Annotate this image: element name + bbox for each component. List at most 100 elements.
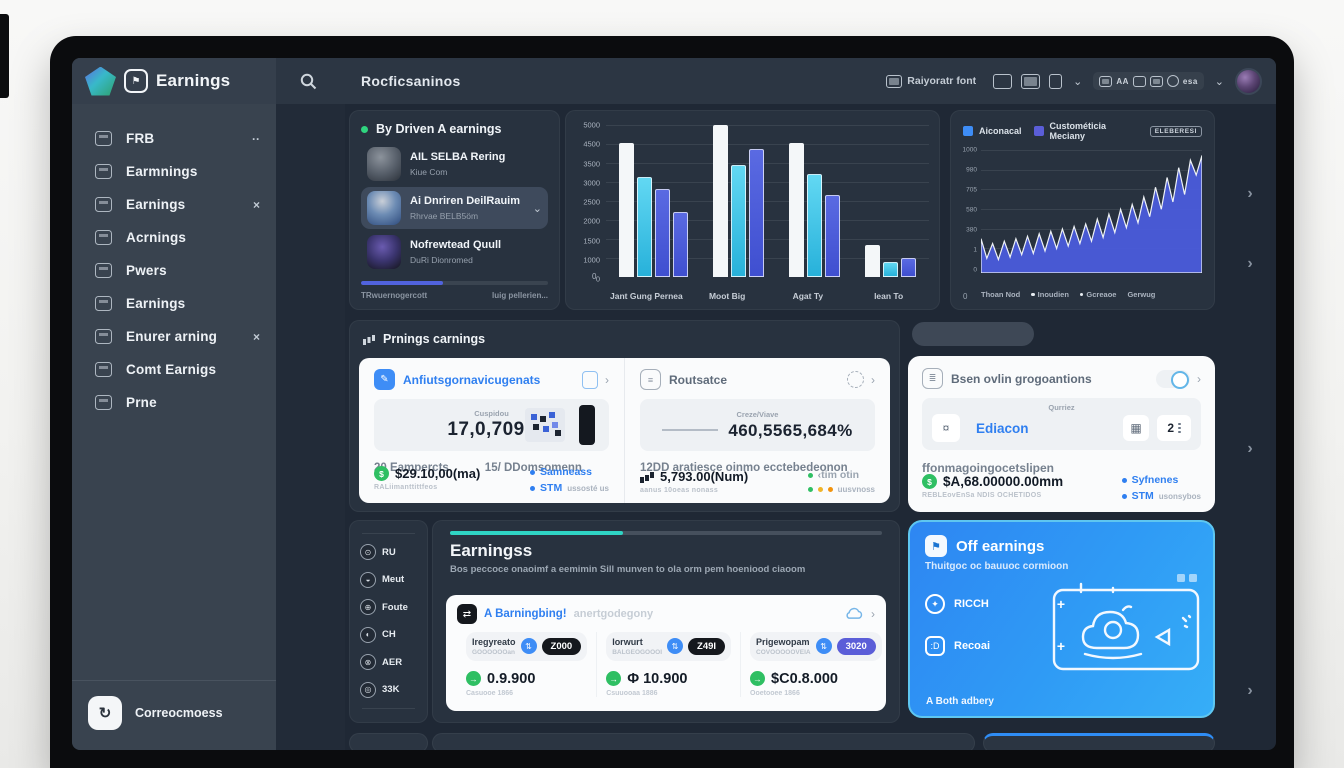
search-icon — [300, 73, 317, 89]
value-box-label: Qurriez — [1048, 403, 1075, 412]
proposals-value-box: Qurriez ¤ Ediacon ▦ 2 — [922, 398, 1201, 450]
x-tick-label: Moot Big — [708, 291, 746, 301]
sidebar-item-acrnings[interactable]: Acrnings — [95, 227, 260, 248]
chevron-right-icon[interactable]: › — [605, 372, 609, 387]
legend-item: Inoudien — [1031, 290, 1069, 299]
bullet-a: Samneass — [540, 466, 592, 478]
loader-icon[interactable] — [847, 371, 864, 388]
summary-left-title: Anfiutsgornavicugenats — [403, 372, 541, 387]
money-value: $29.10,00(ma) — [395, 466, 481, 481]
mini-nav-item-meut[interactable]: ◒ Meut — [360, 571, 417, 588]
status-dot-icon — [361, 125, 368, 133]
mini-nav-list: ⊙ RU ◒ Meut ⊕ Foute ◐ CH ⊗ AER ◎ 33K — [360, 544, 417, 698]
chart-range-button[interactable]: ELEBERESI — [1149, 125, 1202, 137]
mini-nav-item-aer[interactable]: ⊗ AER — [360, 654, 417, 670]
toggle-switch[interactable] — [1156, 369, 1190, 389]
cloud-icon[interactable] — [844, 607, 864, 621]
add-button[interactable]: + — [1056, 638, 1065, 654]
bar-group — [865, 125, 917, 277]
carousel-next-button[interactable]: › — [1247, 440, 1253, 457]
sidebar-item-comt-earnigs[interactable]: Comt Earnigs — [95, 359, 260, 380]
footer-right-link[interactable]: luig pellerien... — [491, 290, 548, 300]
mini-nav-panel: ⊙ RU ◒ Meut ⊕ Foute ◐ CH ⊗ AER ◎ 33K — [349, 520, 428, 723]
carousel-next-button[interactable]: › — [1247, 185, 1253, 202]
folder-icon: :D — [925, 636, 945, 656]
mini-nav-item-33k[interactable]: ◎ 33K — [360, 681, 417, 698]
font-setting-button[interactable]: Raiyoratr font — [886, 74, 976, 88]
sidebar-item-earnings[interactable]: Earnings × — [95, 194, 260, 215]
tab-placeholder[interactable] — [912, 322, 1034, 346]
copy-icon[interactable] — [582, 370, 598, 389]
chevron-right-icon[interactable]: › — [1197, 371, 1201, 386]
amount-pill[interactable]: 3020 — [836, 637, 876, 655]
bullet-icon — [807, 487, 813, 492]
row-b-label: Recoai — [954, 640, 991, 652]
mini-nav-item-ch[interactable]: ◐ CH — [360, 626, 417, 643]
sidebar-item-frb[interactable]: FRB ·· — [95, 128, 260, 149]
mini-nav-item-foute[interactable]: ⊕ Foute — [360, 599, 417, 615]
contact-row[interactable]: Ai Dnriren DeilRauim Rhrvae BELB5öm ⌄ — [361, 187, 548, 229]
mini-nav-label: RU — [382, 546, 396, 558]
chevron-right-icon[interactable]: › — [871, 372, 875, 387]
area-chart-header: Aiconacal Custométicia Meciany ELEBERESI — [951, 111, 1214, 141]
sidebar-item-prne[interactable]: Prne — [95, 392, 260, 413]
bank-icon[interactable]: ▦ — [1123, 415, 1149, 441]
detail-column: Prigewopam COVOOOOOVEIA ⇅ 3020 → $C0.8.000 Ooe… — [740, 632, 891, 697]
driven-earnings-panel: By Driven A earnings AIL SELBA Rering Kiu… — [349, 110, 560, 310]
carousel-next-button[interactable]: › — [1247, 255, 1253, 272]
value-row: → 0.9.900 — [466, 671, 587, 687]
sidebar-item-pwers[interactable]: Pwers — [95, 260, 260, 281]
partial-panel — [983, 733, 1215, 750]
workspace-switcher[interactable]: AA esa — [1093, 72, 1204, 90]
panel-icon[interactable] — [1021, 73, 1041, 89]
user-avatar[interactable] — [1235, 67, 1262, 95]
amount-pill[interactable]: Z000 — [541, 637, 582, 655]
columns-icon[interactable] — [1049, 73, 1063, 89]
add-button[interactable]: + — [1056, 596, 1065, 612]
search-bar[interactable]: Rocficsaninos — [276, 73, 461, 90]
sidebar-item-label: FRB — [126, 131, 155, 146]
pill-box-text: Iregyreato GOOOOOOan — [472, 637, 516, 656]
scribble-icon: ✦ — [925, 594, 945, 614]
left-gutter — [276, 104, 345, 750]
amount-pill[interactable]: Z49I — [688, 637, 726, 655]
contact-row[interactable]: Nofrewtead Quull DuRi Dionromed — [361, 231, 548, 273]
mini-nav-label: Meut — [382, 574, 405, 585]
detail-card-title[interactable]: A Barningbing! — [484, 608, 567, 620]
off-card-row-b: :D Recoai + — [925, 636, 1065, 656]
close-icon[interactable]: × — [252, 329, 260, 344]
contact-row[interactable]: AIL SELBA Rering Kiue Com — [361, 143, 548, 185]
count-box[interactable]: 2 — [1157, 415, 1191, 441]
chevron-right-icon[interactable]: › — [871, 607, 875, 621]
layout-icon[interactable] — [993, 73, 1013, 89]
sidebar-footer-item[interactable]: ↻ Correocmoess — [72, 680, 276, 750]
search-input[interactable]: Rocficsaninos — [361, 73, 461, 89]
carousel-next-button[interactable]: › — [1247, 682, 1253, 699]
more-icon: ·· — [252, 131, 260, 146]
summary-right-title: Routsatce — [669, 372, 728, 387]
mini-nav-icon: ◐ — [360, 626, 376, 643]
proposal-name[interactable]: Ediacon — [976, 420, 1029, 436]
bullet-icon — [530, 469, 536, 475]
money-block: $ $29.10,00(ma) RALiimanttittfeos — [374, 466, 480, 491]
bar-cyan — [807, 173, 823, 277]
close-icon[interactable]: × — [252, 197, 260, 212]
sidebar-item-enurer-arning[interactable]: Enurer arning × — [95, 326, 260, 347]
chevron-down-icon[interactable]: ⌄ — [532, 202, 542, 215]
chevron-down-icon[interactable]: ⌄ — [1073, 75, 1083, 88]
gridline — [981, 150, 1202, 152]
sync-icon: ⇅ — [667, 638, 684, 655]
progress-fill — [361, 281, 444, 285]
mini-nav-icon: ⊙ — [360, 544, 376, 560]
mini-nav-item-ru[interactable]: ⊙ RU — [360, 544, 417, 560]
x-tick-label: Jant Gung Pernea — [610, 291, 683, 301]
gridline — [606, 258, 929, 259]
contact-avatar — [367, 235, 401, 269]
sidebar-item-earmnings[interactable]: Earmnings — [95, 161, 260, 182]
legend-swatch-blue-icon — [963, 126, 973, 136]
summary-right-value-box: Creze/Viave 460,5565,684% — [640, 399, 875, 451]
sidebar-item-earnings[interactable]: Earnings — [95, 293, 260, 314]
chevron-down-icon[interactable]: ⌄ — [1214, 75, 1224, 88]
off-card-subtitle: Thuitgoc oc bauuoc cormioon — [925, 561, 1069, 572]
legend-b-label: Custométicia Meciany — [1049, 121, 1107, 141]
